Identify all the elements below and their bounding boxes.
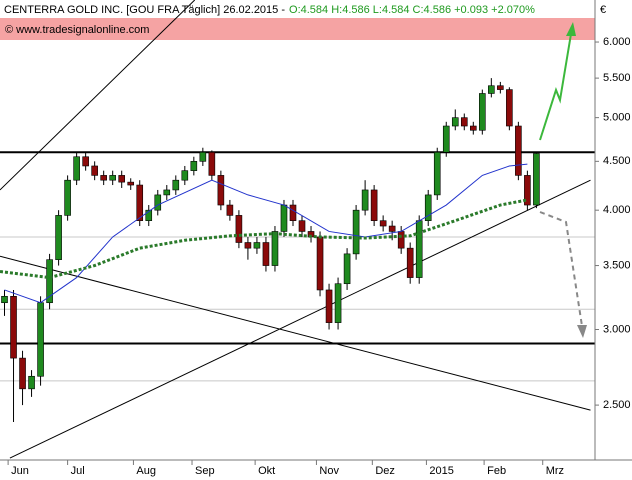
plot-area <box>0 0 595 459</box>
candle-body <box>343 253 351 285</box>
candle-body <box>82 156 89 167</box>
moving-average <box>4 163 528 304</box>
candle-body <box>55 215 62 260</box>
candle-body <box>280 204 288 232</box>
moving-average-long <box>0 198 528 280</box>
candle-body <box>524 175 531 206</box>
candle-body <box>64 179 71 216</box>
candle-body <box>208 151 216 176</box>
candle-body <box>91 165 98 176</box>
y-tick-label: 3.500 <box>603 259 631 271</box>
watermark-band <box>0 18 595 40</box>
candle-body <box>199 151 207 162</box>
candle-body <box>172 179 180 191</box>
candle-body <box>289 204 297 221</box>
y-tick-label: 6.000 <box>603 36 631 48</box>
candle-body <box>118 175 126 183</box>
candle-body <box>442 125 450 153</box>
candle-body <box>515 125 522 176</box>
candle-body <box>73 156 80 181</box>
candle-body <box>506 89 513 127</box>
candle-body <box>533 153 540 206</box>
down-arrowhead <box>577 325 587 338</box>
x-tick-label: Dez <box>375 465 395 477</box>
candle-body <box>262 242 270 266</box>
candle-body <box>488 85 495 94</box>
candle-body <box>217 175 225 206</box>
candle-body <box>334 283 342 323</box>
x-tick-label: Feb <box>487 465 506 477</box>
quote: O:4.584 H:4.586 L:4.584 C:4.586 +0.093 +… <box>289 4 535 16</box>
candle-body <box>469 125 477 131</box>
y-tick-label: 5.000 <box>603 112 631 124</box>
candle-body <box>316 236 324 291</box>
candle-body <box>109 175 116 181</box>
candle-body <box>226 204 234 216</box>
chart-title: CENTERRA GOLD INC. [GOU FRA Täglich] 26.… <box>4 4 285 16</box>
candle-body <box>298 220 306 232</box>
candle-body <box>406 247 414 278</box>
candle-body <box>190 161 198 171</box>
x-tick-label: 2015 <box>429 465 453 477</box>
x-tick-label: Jun <box>11 465 29 477</box>
candle-body <box>127 181 135 186</box>
up-arrowhead <box>566 22 576 36</box>
trendline <box>0 0 196 191</box>
candle-body <box>352 209 360 255</box>
candle-body <box>370 189 378 221</box>
candle-body <box>433 151 441 196</box>
y-tick-label: 4.000 <box>603 204 631 216</box>
candle-body <box>479 93 486 131</box>
x-tick-label: Aug <box>136 465 156 477</box>
candle-body <box>379 220 387 227</box>
x-tick-label: Jul <box>71 465 85 477</box>
candle-body <box>46 259 53 304</box>
trendline <box>0 255 591 411</box>
x-tick-label: Nov <box>319 465 339 477</box>
candle-body <box>361 189 369 211</box>
candle-body <box>325 289 333 323</box>
candle-body <box>10 295 17 359</box>
candle-body <box>37 302 44 377</box>
currency: € <box>600 4 606 16</box>
y-tick-label: 3.000 <box>603 323 631 335</box>
candle-body <box>100 175 107 181</box>
trendline <box>9 179 591 459</box>
x-tick-label: Okt <box>258 465 275 477</box>
candle-body <box>244 242 252 249</box>
up-arrow <box>539 33 572 141</box>
candle-body <box>28 375 35 390</box>
candle-body <box>181 170 189 181</box>
x-tick-label: Mrz <box>546 465 564 477</box>
candle-body <box>136 184 144 221</box>
candle-body <box>19 357 26 390</box>
candle-body <box>397 231 405 249</box>
candle-body <box>163 189 171 196</box>
down-arrow <box>539 211 583 327</box>
candle-body <box>154 194 162 211</box>
candle-body <box>424 194 432 221</box>
candle-body <box>271 231 279 266</box>
candle-body <box>451 117 459 127</box>
candle-body <box>388 225 396 232</box>
candle-body <box>145 209 153 221</box>
y-tick-label: 5.500 <box>603 72 631 84</box>
candle-body <box>235 215 243 243</box>
x-tick-label: Sep <box>195 465 215 477</box>
watermark: © www.tradesignalonline.com <box>5 24 149 36</box>
candle-body <box>497 85 504 90</box>
candle-body <box>253 242 261 249</box>
candle-body <box>460 117 468 127</box>
candle-body <box>415 220 423 278</box>
y-tick-label: 4.500 <box>603 155 631 167</box>
candle-body <box>1 295 8 304</box>
y-tick-label: 2.500 <box>603 399 631 411</box>
